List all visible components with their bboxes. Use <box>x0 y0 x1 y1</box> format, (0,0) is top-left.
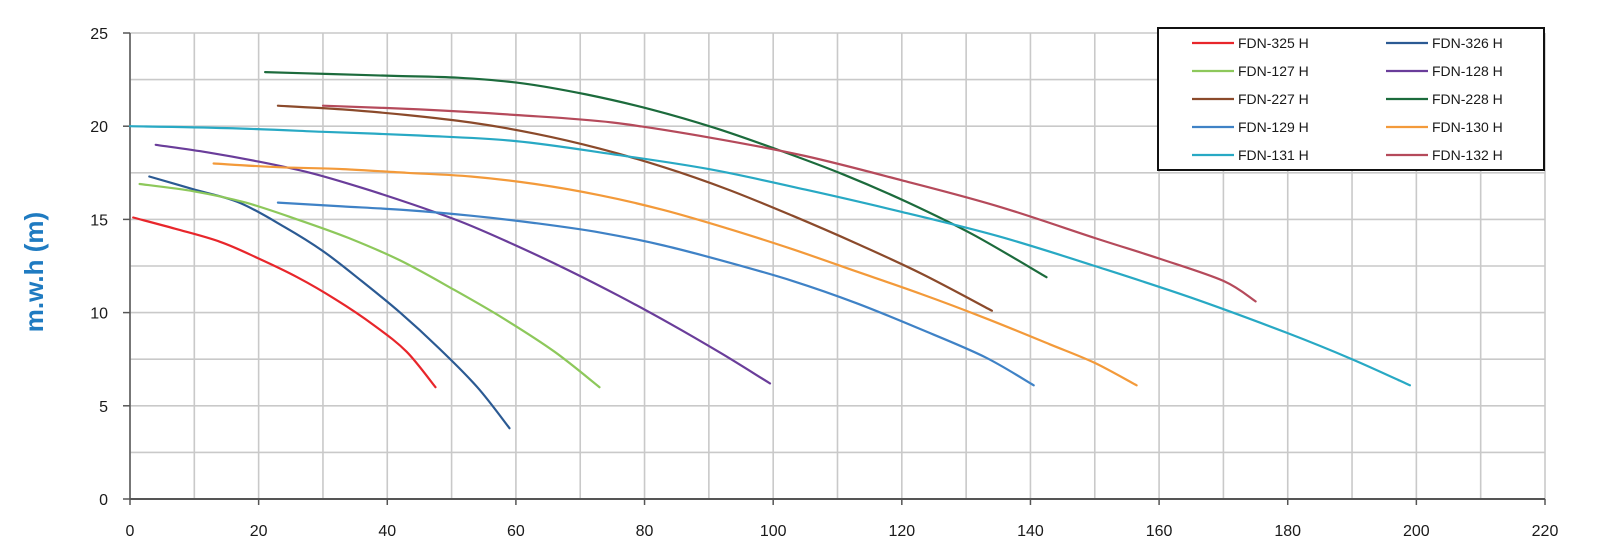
x-tick-label: 0 <box>126 523 135 540</box>
legend: FDN-325 H FDN-326 H FDN-127 H FDN-128 H FDN-… <box>1157 27 1545 171</box>
y-tick-label: 0 <box>99 492 108 509</box>
x-tick-label: 120 <box>888 523 915 540</box>
series-line-fdn-325-h <box>132 216 437 389</box>
x-tick-label: 100 <box>760 523 787 540</box>
series-line-fdn-228-h <box>264 71 1048 279</box>
legend-label-fdn-325-h: FDN-325 H <box>1238 35 1309 51</box>
legend-label-fdn-131-h: FDN-131 H <box>1238 147 1309 163</box>
axes <box>123 32 1546 505</box>
legend-label-fdn-228-h: FDN-228 H <box>1432 91 1503 107</box>
x-tick-label: 200 <box>1403 523 1430 540</box>
x-tick-labels: 0 20 40 60 80 100 120 140 160 180 200 220 <box>126 523 1559 540</box>
series-line-fdn-132-h <box>321 104 1257 303</box>
y-tick-label: 25 <box>90 26 108 43</box>
series-lines <box>128 71 1411 430</box>
series-line-fdn-127-h <box>138 182 601 389</box>
x-tick-label: 60 <box>507 523 525 540</box>
y-axis-label: m.w.h (m) <box>19 212 49 332</box>
y-tick-label: 15 <box>90 212 108 229</box>
legend-label-fdn-132-h: FDN-132 H <box>1432 147 1503 163</box>
series-line-fdn-129-h <box>276 201 1035 387</box>
x-tick-label: 140 <box>1017 523 1044 540</box>
y-tick-label: 5 <box>99 399 108 416</box>
x-tick-label: 160 <box>1146 523 1173 540</box>
x-tick-label: 20 <box>250 523 268 540</box>
y-tick-labels: 0 5 10 15 20 25 <box>90 26 108 509</box>
x-tick-label: 220 <box>1532 523 1559 540</box>
series-line-fdn-130-h <box>212 162 1138 387</box>
x-tick-label: 180 <box>1274 523 1301 540</box>
series-line-fdn-128-h <box>154 143 772 385</box>
legend-label-fdn-326-h: FDN-326 H <box>1432 35 1503 51</box>
legend-label-fdn-128-h: FDN-128 H <box>1432 63 1503 79</box>
legend-label-fdn-127-h: FDN-127 H <box>1238 63 1309 79</box>
legend-label-fdn-129-h: FDN-129 H <box>1238 119 1309 135</box>
legend-label-fdn-130-h: FDN-130 H <box>1432 119 1503 135</box>
legend-label-fdn-227-h: FDN-227 H <box>1238 91 1309 107</box>
y-tick-label: 20 <box>90 119 108 136</box>
x-tick-label: 40 <box>378 523 396 540</box>
y-tick-label: 10 <box>90 306 108 323</box>
x-tick-label: 80 <box>636 523 654 540</box>
series-line-fdn-131-h <box>128 125 1411 387</box>
